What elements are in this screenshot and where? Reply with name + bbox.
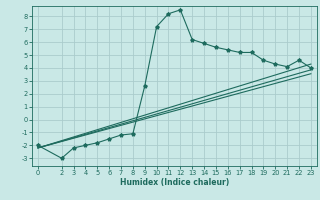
X-axis label: Humidex (Indice chaleur): Humidex (Indice chaleur) [120,178,229,187]
